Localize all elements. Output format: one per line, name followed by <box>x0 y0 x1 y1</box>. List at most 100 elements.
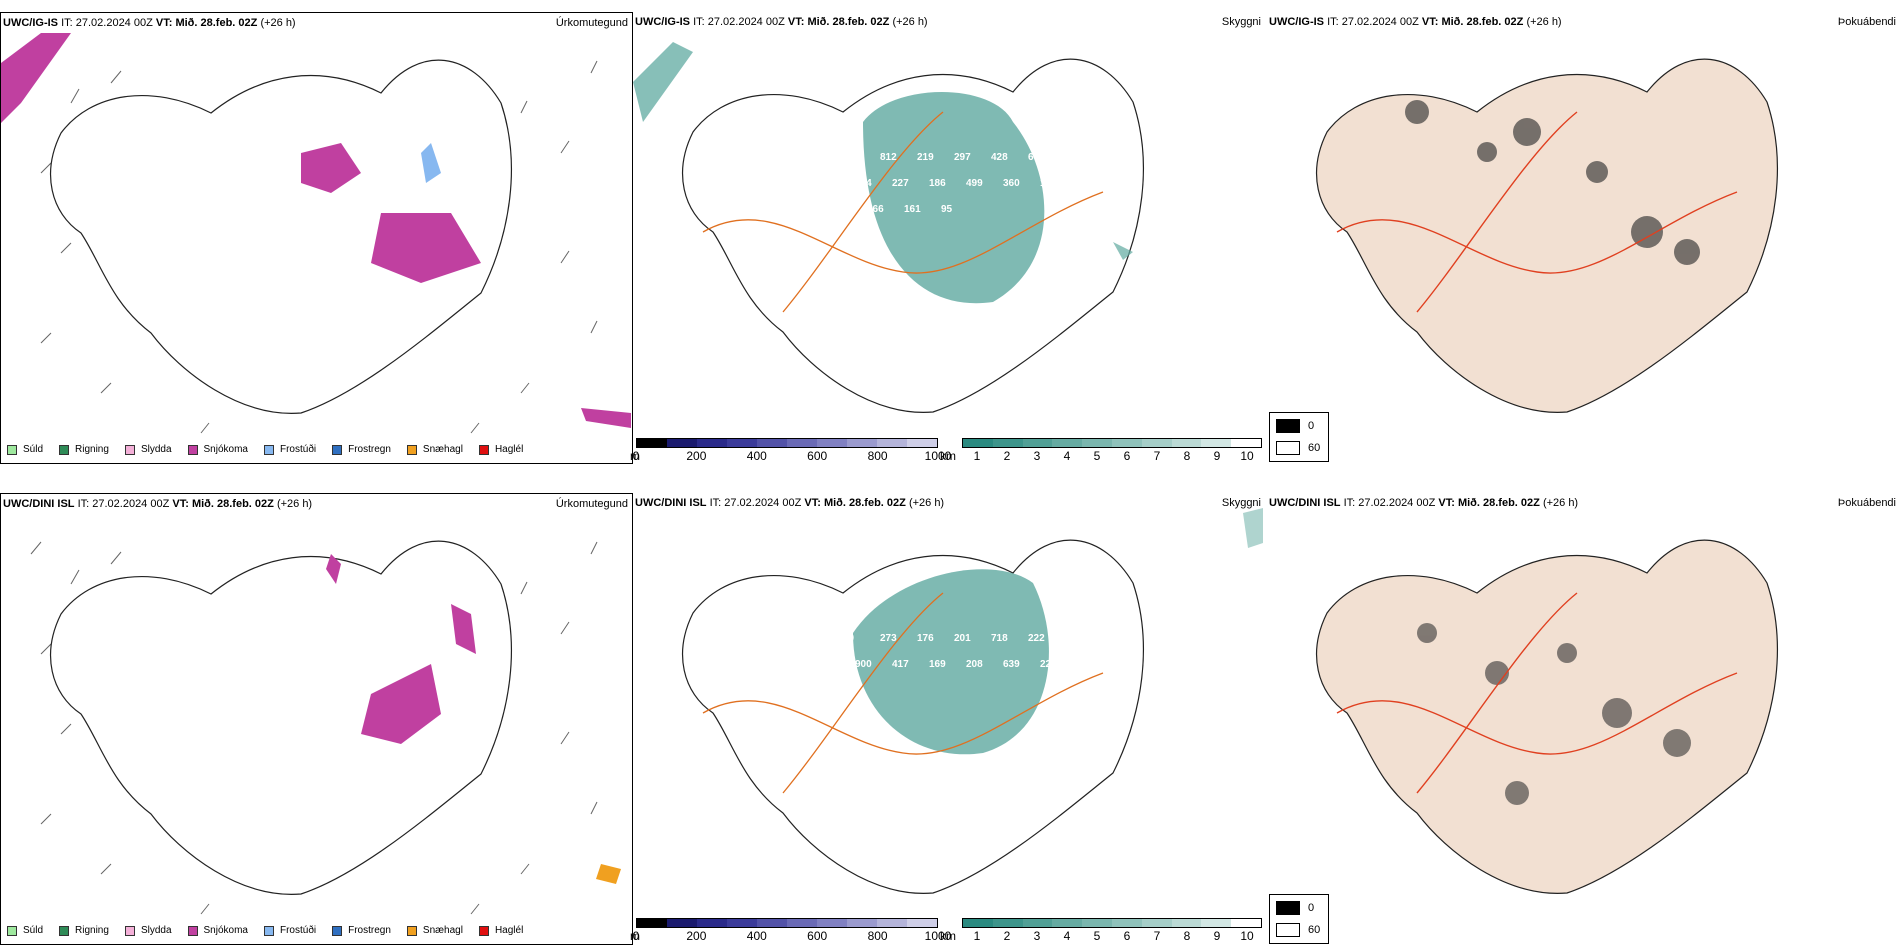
cloud-height-label: 718 <box>991 633 1008 644</box>
legend-label: Slydda <box>140 444 172 455</box>
fog-legend-swatch <box>1276 441 1300 455</box>
cloud-height-label: 428 <box>991 152 1008 163</box>
fog-legend-label: 60 <box>1308 442 1321 454</box>
legend-item: Frostregn <box>332 925 391 936</box>
model-name: UWC/DINI ISL <box>635 497 707 509</box>
legend-swatch <box>124 925 135 936</box>
cloud-height-label: 169 <box>929 659 946 670</box>
fog-panel-top: UWC/IG-IS IT: 27.02.2024 00Z VT: Mið. 28… <box>1267 12 1900 464</box>
fog-legend-label: 0 <box>1308 902 1315 914</box>
it-value: 27.02.2024 00Z <box>724 497 802 509</box>
scale-cell <box>1201 919 1232 927</box>
scale-tick-label: 0 <box>632 929 640 943</box>
scale-cell <box>963 439 993 447</box>
scale-tick-label: 9 <box>1213 929 1221 943</box>
run-header-bottom-right: UWC/DINI ISL IT: 27.02.2024 00Z VT: Mið.… <box>1269 497 1578 509</box>
legend-item: Haglél <box>478 444 523 455</box>
run-header-top-left: UWC/IG-IS IT: 27.02.2024 00Z VT: Mið. 28… <box>3 17 296 29</box>
legend-item: Frostúði <box>263 925 317 936</box>
precip-type-panel-top: UWC/IG-IS IT: 27.02.2024 00Z VT: Mið. 28… <box>0 12 633 464</box>
legend-item: Snæhagl <box>406 925 463 936</box>
panel-title: Þokuábendi <box>1837 497 1896 509</box>
iceland-map-bottom-right <box>1316 539 1778 894</box>
it-value: 27.02.2024 00Z <box>707 16 785 28</box>
panel-title: Þokuábendi <box>1837 16 1896 28</box>
vt-value: Mið. 28.feb. 02Z <box>191 498 274 510</box>
scale-cell <box>637 919 667 927</box>
scale-cell <box>1201 439 1232 447</box>
legend-label: Frostregn <box>348 925 391 936</box>
lead-time: (+26 h) <box>1542 497 1579 509</box>
height-scale-cells <box>636 438 938 448</box>
scale-tick-label: 7 <box>1153 449 1161 463</box>
scale-cell <box>667 919 697 927</box>
run-header-bottom-left: UWC/DINI ISL IT: 27.02.2024 00Z VT: Mið.… <box>3 498 312 510</box>
it-value: 27.02.2024 00Z <box>1358 497 1436 509</box>
cloud-height-label: 201 <box>954 633 971 644</box>
iceland-map-top-right <box>1316 58 1778 413</box>
legend-label: Snjókoma <box>203 925 248 936</box>
legend-label: Frostúði <box>279 925 317 936</box>
it-value: 27.02.2024 00Z <box>92 498 170 510</box>
scale-cell <box>877 919 907 927</box>
legend-item: Rigning <box>59 444 109 455</box>
legend-item: Snjókoma <box>187 444 248 455</box>
legend-item: Rigning <box>59 925 109 936</box>
scale-cell <box>1022 439 1053 447</box>
scale-cell <box>847 439 877 447</box>
vt-label: VT: <box>1438 497 1455 509</box>
scale-cell <box>1171 439 1202 447</box>
model-name: UWC/IG-IS <box>3 17 58 29</box>
scale-cell <box>1141 919 1172 927</box>
lead-time: (+26 h) <box>908 497 945 509</box>
scale-cell <box>1052 919 1083 927</box>
scale-cell <box>992 439 1023 447</box>
legend-label: Frostregn <box>348 444 391 455</box>
panel-title: Skyggni <box>1221 497 1261 509</box>
cloud-height-label: 166 <box>867 204 884 215</box>
scale-tick-label: 800 <box>867 929 888 943</box>
legend-label: Súld <box>23 925 44 936</box>
fog-legend-item: 0 <box>1276 419 1314 433</box>
vt-label: VT: <box>155 17 173 29</box>
cloud-height-label: 672 <box>1028 152 1045 163</box>
cloud-height-label: 639 <box>1003 659 1020 670</box>
scale-tick-label: 2 <box>1003 929 1011 943</box>
cloud-height-label: 222 <box>1028 633 1045 644</box>
legend-item: Slydda <box>124 925 172 936</box>
scale-tick-label: 1000 <box>924 449 952 463</box>
iceland-map-top-left <box>1 33 631 434</box>
precip-legend-top: Súld Rigning Slydda Snjókoma Frostúði Frostre… <box>7 444 523 455</box>
precip-type-panel-bottom: UWC/DINI ISL IT: 27.02.2024 00Z VT: Mið.… <box>0 493 633 945</box>
legend-swatch <box>187 925 198 936</box>
cloud-height-label: 499 <box>966 178 983 189</box>
scale-tick-label: 200 <box>686 449 707 463</box>
it-label: IT: <box>709 497 722 509</box>
visibility-scalebar-bottom: 1 2 3 4 5 6 7 8 9 10 km <box>940 918 1262 948</box>
lead-time: (+26 h) <box>892 16 928 28</box>
scale-cell <box>1231 919 1261 927</box>
scale-tick-label: 1000 <box>924 929 952 943</box>
scale-cell <box>817 919 847 927</box>
scale-cell <box>847 919 877 927</box>
scale-cell <box>1171 919 1202 927</box>
legend-label: Rigning <box>75 925 109 936</box>
scale-tick-label: 3 <box>1033 449 1041 463</box>
fog-legend-top: 0 60 <box>1269 412 1329 462</box>
scale-cell <box>637 439 667 447</box>
cloud-height-label: 22 <box>1040 659 1052 670</box>
cloud-height-label: 30 <box>843 633 855 644</box>
scale-tick-label: 600 <box>807 929 828 943</box>
legend-item: Súld <box>7 444 43 455</box>
height-unit: m <box>630 929 640 943</box>
scale-cell <box>1082 919 1112 927</box>
cloud-height-label: 95 <box>941 204 953 215</box>
scale-cell <box>1231 439 1261 447</box>
scale-tick-label: 8 <box>1183 929 1191 943</box>
legend-swatch <box>124 444 135 455</box>
legend-item: Haglél <box>478 925 523 936</box>
scale-cell <box>992 919 1023 927</box>
scale-tick-label: 6 <box>1123 449 1131 463</box>
cloud-height-label: 424 <box>843 152 860 163</box>
scale-cell <box>787 439 817 447</box>
